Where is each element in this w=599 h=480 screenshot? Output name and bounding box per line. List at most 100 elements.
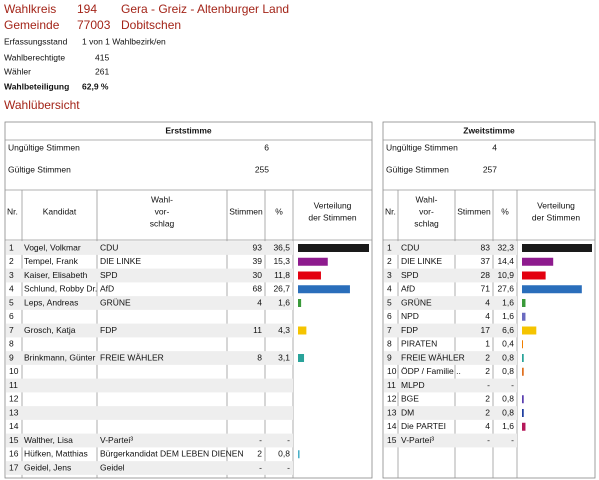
row-background [384, 296, 517, 310]
number: 77003 [77, 18, 111, 32]
row-background [6, 296, 293, 310]
info-label: Wähler [4, 66, 31, 76]
cell-nr: 7 [387, 325, 392, 335]
row-background [6, 351, 293, 365]
cell-nr: 5 [9, 297, 14, 307]
cell-percent: - [287, 435, 290, 445]
bar [522, 395, 524, 404]
cell-name: Geidel, Jens [24, 462, 71, 472]
cell-votes: 4 [485, 311, 490, 321]
value: 4 [492, 142, 497, 152]
cell-nr: 12 [387, 394, 397, 404]
cell-nr: 8 [9, 339, 14, 349]
bar [298, 271, 321, 280]
cell-nr: 9 [9, 352, 14, 362]
column-header: Wahl- [416, 194, 438, 204]
cell-name: Brinkmann, Günter [24, 352, 96, 362]
cell-votes: 4 [485, 421, 490, 431]
label: Ungültige Stimmen [386, 142, 458, 152]
cell-percent: 1,6 [502, 421, 514, 431]
column-header: schlag [414, 218, 439, 228]
row-background [6, 433, 293, 448]
cell-nr: 4 [387, 284, 392, 294]
cell-party: Geidel [100, 462, 125, 472]
column-header: vor- [155, 206, 170, 216]
cell-party: SPD [100, 270, 117, 280]
cell-party: Bürgerkandidat DEM LEBEN DIENEN [100, 449, 244, 459]
cell-nr: 3 [9, 270, 14, 280]
column-header: % [275, 206, 283, 216]
cell-percent: 0,8 [502, 352, 514, 362]
number: 194 [77, 2, 97, 16]
cell-votes: 2 [485, 366, 490, 376]
row-background [384, 378, 517, 393]
row-background [6, 268, 293, 283]
column-header: Wahl- [151, 194, 173, 204]
column-header: % [501, 206, 509, 216]
cell-percent: 0,8 [502, 394, 514, 404]
cell-votes: 83 [481, 242, 491, 252]
column-header: Nr. [7, 206, 18, 216]
cell-nr: 6 [387, 311, 392, 321]
cell-percent: 14,4 [497, 256, 514, 266]
cell-percent: - [511, 380, 514, 390]
cell-votes: 2 [485, 407, 490, 417]
bar [522, 285, 582, 294]
bar [522, 271, 546, 280]
cell-percent: 11,8 [274, 270, 290, 280]
cell-percent: 1,6 [502, 311, 514, 321]
cell-percent: 4,3 [278, 325, 290, 335]
cell-name: Tempel, Frank [24, 256, 79, 266]
column-header: Kandidat [43, 206, 77, 216]
cell-party: Die PARTEI [401, 421, 446, 431]
row-background [6, 406, 293, 420]
table-title: Zweitstimme [463, 125, 515, 135]
name: Gera - Greiz - Altenburger Land [121, 2, 289, 16]
info-label: Wahlberechtigte [4, 52, 65, 62]
cell-votes: 11 [253, 325, 262, 335]
row-background [6, 378, 293, 393]
label: Gemeinde [4, 18, 60, 32]
cell-votes: 4 [485, 297, 490, 307]
cell-party: AfD [401, 284, 415, 294]
info-value: 415 [95, 52, 109, 62]
cell-votes: - [259, 435, 262, 445]
row-background [384, 406, 517, 420]
bar [522, 367, 524, 376]
row-background [6, 461, 293, 475]
cell-nr: 17 [9, 462, 19, 472]
cell-votes: 39 [253, 256, 263, 266]
label: Ungültige Stimmen [8, 142, 80, 152]
bar [298, 244, 369, 252]
cell-party: DIE LINKE [100, 256, 141, 266]
cell-votes: 30 [253, 270, 263, 280]
cell-party: DM [401, 407, 414, 417]
cell-percent: 10,9 [497, 270, 514, 280]
table-frame [4, 121, 373, 479]
cell-party: MLPD [401, 380, 425, 390]
cell-votes: - [259, 462, 262, 472]
cell-nr: 13 [9, 407, 19, 417]
section-title: Wahlübersicht [4, 98, 80, 112]
cell-percent: - [287, 462, 290, 472]
cell-votes: 2 [485, 352, 490, 362]
cell-percent: 0,4 [502, 339, 514, 349]
cell-party: GRÜNE [401, 297, 432, 307]
column-header: Verteilung [314, 200, 352, 210]
column-header: der Stimmen [308, 212, 356, 222]
value: 257 [483, 164, 497, 174]
cell-nr: 7 [9, 325, 14, 335]
cell-nr: 3 [387, 270, 392, 280]
cell-votes: 68 [253, 284, 263, 294]
cell-party: FDP [100, 325, 117, 335]
bar [522, 340, 523, 349]
cell-percent: 26,7 [273, 284, 290, 294]
cell-nr: 13 [387, 407, 397, 417]
cell-party: CDU [401, 242, 419, 252]
table-frame [382, 121, 596, 479]
label: Gültige Stimmen [386, 164, 449, 174]
cell-nr: 8 [387, 339, 392, 349]
cell-party: AfD [100, 284, 114, 294]
bar [522, 244, 592, 252]
